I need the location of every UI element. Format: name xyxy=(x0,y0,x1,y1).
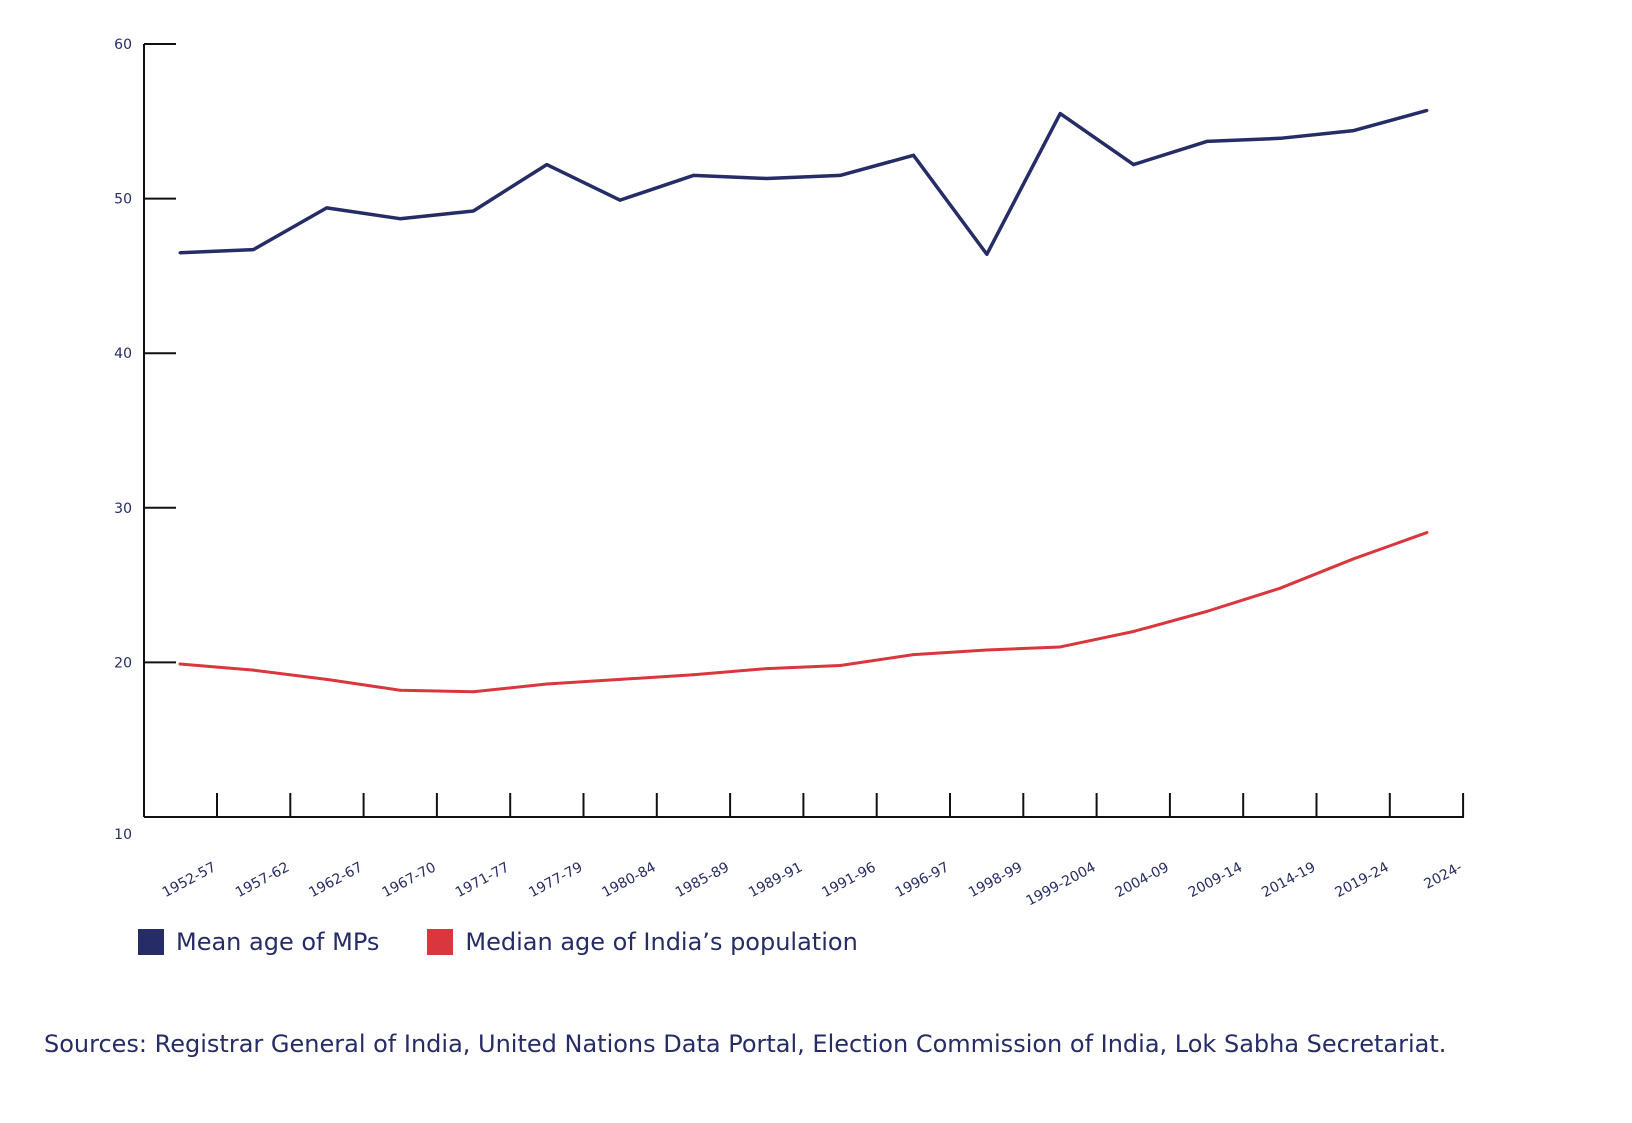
data-point xyxy=(1058,112,1062,116)
data-point xyxy=(471,690,475,694)
data-point xyxy=(1278,136,1282,140)
data-point xyxy=(985,252,989,256)
data-point xyxy=(691,173,695,177)
legend-item-mean-age: Mean age of MPs xyxy=(138,928,379,956)
data-point xyxy=(618,198,622,202)
data-point xyxy=(1352,129,1356,133)
x-tick-label: 1999-2004 xyxy=(1024,859,1099,909)
x-tick-label: 1998-99 xyxy=(966,859,1025,901)
data-point xyxy=(912,153,915,157)
y-tick-label: 30 xyxy=(114,501,132,517)
data-point xyxy=(178,662,182,666)
x-tick-label: 1989-91 xyxy=(746,859,805,901)
data-point xyxy=(1132,629,1136,633)
x-tick-label: 1957-62 xyxy=(233,859,292,901)
x-tick-label: 2024- xyxy=(1422,859,1465,892)
data-point xyxy=(912,653,915,657)
x-tick-label: 1977-79 xyxy=(526,859,585,901)
data-point xyxy=(838,173,842,177)
data-point xyxy=(1352,557,1356,561)
data-point xyxy=(838,663,842,667)
data-point xyxy=(1132,163,1136,167)
x-tick-label: 2014-19 xyxy=(1259,859,1318,901)
source-note: Sources: Registrar General of India, Uni… xyxy=(44,1030,1447,1058)
y-tick-label: 10 xyxy=(114,827,132,843)
data-point xyxy=(765,667,769,671)
data-point xyxy=(1205,139,1209,143)
data-point xyxy=(1205,609,1209,613)
legend-swatch-mean-age xyxy=(138,929,164,955)
y-tick-label: 60 xyxy=(114,37,132,53)
legend-item-median-age: Median age of India’s population xyxy=(427,928,858,956)
data-point xyxy=(251,248,255,252)
legend-label: Mean age of MPs xyxy=(176,928,380,956)
data-point xyxy=(471,209,475,213)
legend-swatch-median-age xyxy=(427,929,454,955)
y-tick-label: 20 xyxy=(114,655,132,671)
x-tick-label: 1952-57 xyxy=(160,859,219,901)
data-point xyxy=(325,677,329,681)
x-tick-label: 1985-89 xyxy=(673,859,732,901)
x-tick-label: 1971-77 xyxy=(453,859,512,901)
data-point xyxy=(545,163,549,167)
x-tick-label: 1980-84 xyxy=(600,859,659,901)
data-point xyxy=(1058,645,1062,649)
data-point xyxy=(398,217,402,221)
data-point xyxy=(765,177,769,181)
data-point xyxy=(1425,108,1429,112)
data-point xyxy=(251,668,255,672)
x-tick-label: 1991-96 xyxy=(819,859,878,901)
data-point xyxy=(691,673,695,677)
series-line-mean-age-mps xyxy=(179,108,1428,257)
data-point xyxy=(398,688,402,692)
y-tick-label: 40 xyxy=(114,346,132,362)
x-tick-label: 2004-09 xyxy=(1113,859,1172,901)
data-point xyxy=(618,677,622,681)
data-point xyxy=(325,206,329,210)
data-point xyxy=(985,648,989,652)
x-tick-label: 2019-24 xyxy=(1333,859,1392,901)
data-point xyxy=(178,251,182,255)
data-point xyxy=(545,682,549,686)
x-tick-label: 2009-14 xyxy=(1186,859,1245,901)
data-point xyxy=(1278,586,1282,590)
line-chart: 10 20 30 40 50 60 1952-57 1957-62 1962-67 1967-70… xyxy=(114,37,1465,909)
x-tick-label: 1962-67 xyxy=(306,859,365,901)
legend-label: Median age of India’s population xyxy=(465,928,858,956)
series-line-median-age-population xyxy=(179,531,1428,694)
x-tick-label: 1967-70 xyxy=(380,859,439,901)
x-tick-label: 1996-97 xyxy=(893,859,952,901)
data-point xyxy=(1425,531,1429,535)
y-tick-label: 50 xyxy=(114,192,132,208)
legend: Mean age of MPs Median age of India’s po… xyxy=(138,928,858,956)
